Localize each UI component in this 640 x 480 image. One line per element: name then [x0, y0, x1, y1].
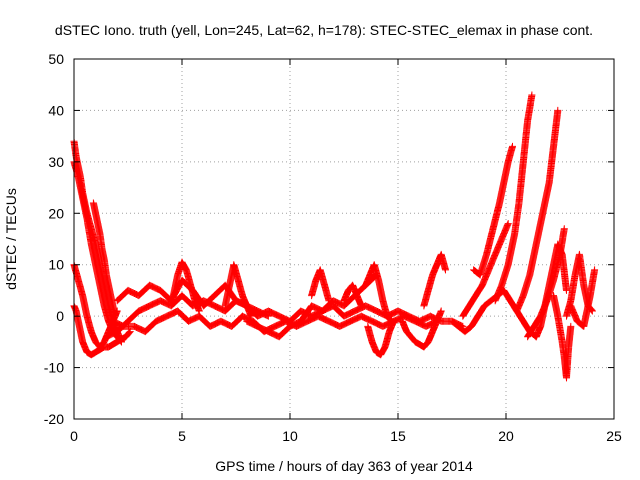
series-15	[398, 307, 445, 351]
series-8	[169, 258, 203, 315]
y-tick-label: 30	[48, 154, 64, 170]
series-18	[459, 220, 512, 320]
x-tick-label: 25	[606, 428, 622, 444]
grid	[74, 59, 614, 419]
x-tick-label: 15	[390, 428, 406, 444]
series-13	[362, 261, 395, 325]
series-markers	[89, 199, 119, 320]
series-11	[308, 266, 333, 305]
y-tick-label: -10	[44, 360, 64, 376]
x-tick-label: 10	[282, 428, 298, 444]
y-tick-label: 40	[48, 102, 64, 118]
series-16	[420, 250, 449, 310]
series-19	[470, 142, 516, 279]
series-10	[243, 271, 380, 341]
x-tick-label: 20	[498, 428, 514, 444]
series-21	[513, 106, 562, 315]
series-markers	[221, 261, 255, 320]
y-tick-label: 0	[56, 308, 64, 324]
series-20	[491, 91, 536, 305]
series-23	[532, 240, 570, 341]
series-markers	[362, 261, 395, 325]
series-markers	[532, 240, 570, 341]
y-axis-label: dSTEC / TECUs	[3, 188, 19, 290]
series-markers	[550, 292, 575, 382]
series-markers	[169, 258, 203, 315]
y-tick-label: 20	[48, 205, 64, 221]
series-markers	[364, 317, 398, 359]
y-tick-label: 10	[48, 257, 64, 273]
series-markers	[567, 266, 599, 330]
series-markers	[340, 281, 365, 310]
series-markers	[308, 266, 333, 305]
series-markers	[420, 250, 449, 310]
x-tick-label: 5	[178, 428, 186, 444]
series-markers	[459, 220, 512, 320]
series-24	[550, 292, 575, 382]
plot-frame	[73, 58, 615, 420]
series-2	[89, 199, 119, 320]
x-axis-label: GPS time / hours of day 363 of year 2014	[215, 458, 473, 474]
series-markers	[448, 286, 540, 341]
chart-title: dSTEC Iono. truth (yell, Lon=245, Lat=62…	[55, 22, 593, 38]
y-tick-label: 50	[48, 51, 64, 67]
axis-ticks: 0 5 10 15 20 25 -20 -10 0 10 20 30 40 50	[44, 51, 622, 444]
series-markers	[491, 91, 536, 305]
series-17	[448, 286, 540, 341]
series-markers	[470, 142, 516, 279]
series-markers	[513, 106, 562, 315]
y-tick-label: -20	[44, 411, 64, 427]
series-14	[364, 317, 398, 359]
series-26	[567, 266, 599, 330]
data-points	[70, 91, 599, 382]
series-markers	[398, 307, 445, 351]
series-markers	[243, 271, 380, 341]
series-9	[221, 261, 255, 320]
x-tick-label: 0	[70, 428, 78, 444]
series-12	[340, 281, 365, 310]
